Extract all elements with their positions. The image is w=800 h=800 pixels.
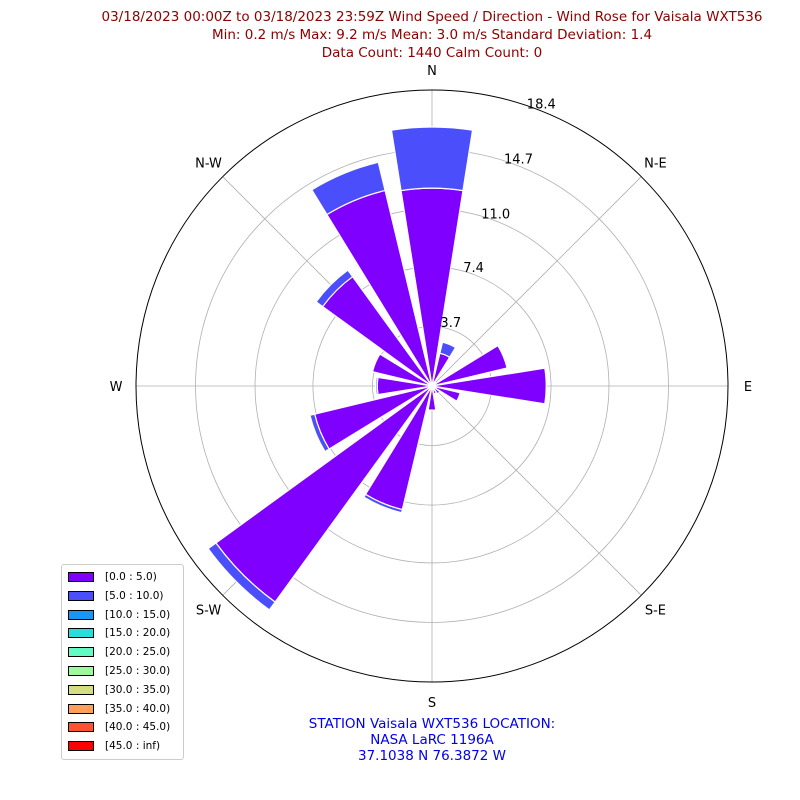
direction-label-s-e: S-E	[645, 603, 666, 618]
title-line-1: 03/18/2023 00:00Z to 03/18/2023 23:59Z W…	[101, 9, 763, 25]
legend-label: [20.0 : 25.0)	[105, 646, 171, 659]
station-line-3: 37.1038 N 76.3872 W	[358, 748, 506, 764]
legend-swatch	[68, 722, 94, 733]
legend-swatch	[68, 703, 94, 714]
legend-item: [5.0 : 10.0)	[68, 589, 163, 603]
wedge-e-series-1	[431, 367, 547, 405]
direction-label-n-e: N-E	[644, 157, 667, 172]
station-line-2: NASA LaRC 1196A	[370, 732, 494, 748]
legend-swatch	[68, 741, 94, 752]
legend-label: [10.0 : 15.0)	[105, 608, 171, 621]
wedge-n-series-2	[390, 126, 474, 192]
wedge-s-series-1	[427, 385, 437, 411]
legend-swatch	[68, 572, 94, 582]
legend-label: [0.0 : 5.0)	[105, 571, 157, 583]
radial-tick-label: 18.4	[527, 98, 556, 113]
wedge-nnw-series-2	[310, 161, 386, 216]
legend-item: [30.0 : 35.0)	[68, 683, 170, 697]
wedge-w-series-2	[375, 376, 379, 396]
legend-label: [15.0 : 20.0)	[105, 627, 171, 640]
direction-label-s: S	[428, 696, 436, 711]
radial-tick-label: 3.7	[440, 316, 461, 331]
wedge-sw-series-2	[207, 542, 276, 611]
legend-label: [25.0 : 30.0)	[105, 665, 171, 677]
legend-label: [40.0 : 45.0)	[105, 721, 171, 734]
legend-label: [5.0 : 10.0)	[105, 589, 164, 602]
direction-label-n-w: N-W	[195, 157, 222, 172]
legend-label: [35.0 : 40.0)	[105, 702, 171, 715]
wedge-nw-series-2	[315, 269, 354, 308]
chart-legend: [0.0 : 5.0) [5.0 : 10.0) [10.0 : 15.0) [15.…	[61, 564, 184, 760]
direction-label-s-w: S-W	[196, 603, 221, 618]
title-line-2: Min: 0.2 m/s Max: 9.2 m/s Mean: 3.0 m/s …	[211, 27, 653, 43]
title-line-3: Data Count: 1440 Calm Count: 0	[321, 45, 543, 61]
legend-swatch	[68, 647, 94, 658]
outer-circle	[135, 89, 729, 683]
wedge-ssw-series-2	[363, 493, 404, 514]
station-info: STATION Vaisala WXT536 LOCATION: NASA La…	[0, 716, 800, 764]
legend-swatch	[68, 684, 94, 695]
station-line-1: STATION Vaisala WXT536 LOCATION:	[308, 716, 556, 732]
radial-tick-label: 11.0	[481, 208, 510, 223]
legend-label: [45.0 : inf)	[105, 740, 161, 753]
direction-label-w: W	[110, 380, 123, 395]
wedge-se-series-1	[431, 385, 441, 395]
wedge-wnw-series-1	[371, 353, 433, 387]
grid-spoke	[431, 176, 642, 387]
legend-item: [35.0 : 40.0)	[68, 702, 170, 716]
legend-item: [0.0 : 5.0)	[68, 570, 157, 584]
chart-title: 03/18/2023 00:00Z to 03/18/2023 23:59Z W…	[0, 8, 800, 62]
legend-swatch	[68, 609, 94, 620]
wedge-nne-series-2	[439, 341, 457, 359]
wedge-ene-series-1	[431, 344, 508, 387]
legend-item: [10.0 : 15.0)	[68, 608, 170, 622]
legend-item: [20.0 : 25.0)	[68, 645, 170, 659]
wedge-wsw-series-2	[309, 413, 330, 453]
legend-item: [40.0 : 45.0)	[68, 720, 170, 734]
legend-swatch	[68, 666, 94, 676]
legend-item: [45.0 : inf)	[68, 739, 160, 753]
legend-label: [30.0 : 35.0)	[105, 683, 171, 696]
radial-tick-label: 14.7	[504, 153, 533, 168]
legend-swatch	[68, 628, 94, 639]
wedge-ese-series-1	[431, 385, 461, 402]
direction-label-e: E	[744, 380, 752, 395]
grid-spoke	[431, 385, 642, 596]
legend-item: [25.0 : 30.0)	[68, 664, 170, 678]
legend-swatch	[68, 590, 94, 601]
radial-tick-label: 7.4	[463, 261, 484, 276]
direction-label-n: N	[427, 64, 437, 79]
wedge-sse-series-1	[431, 385, 438, 395]
legend-item: [15.0 : 20.0)	[68, 626, 170, 640]
